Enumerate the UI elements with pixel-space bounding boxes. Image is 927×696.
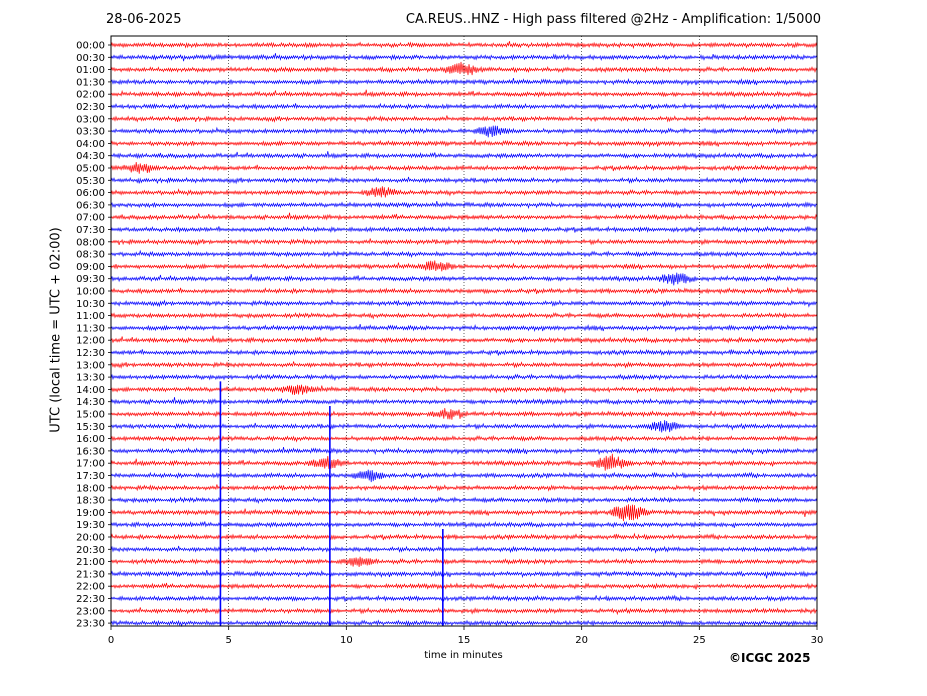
y-tick-label: 11:30 [76, 323, 105, 334]
y-tick-label: 10:00 [76, 287, 105, 298]
y-axis-label: UTC (local time = UTC + 02:00) [48, 227, 64, 433]
chart-title: CA.REUS..HNZ - High pass filtered @2Hz -… [405, 12, 821, 27]
x-tick-label: 20 [575, 635, 588, 646]
y-tick-label: 09:00 [76, 262, 105, 273]
y-tick-label: 11:00 [76, 311, 105, 322]
y-tick-label: 08:30 [76, 250, 105, 261]
y-tick-label: 07:30 [76, 225, 105, 236]
y-tick-label: 20:00 [76, 533, 105, 544]
y-tick-label: 19:00 [76, 508, 105, 519]
y-tick-label: 06:00 [76, 188, 105, 199]
y-tick-label: 19:30 [76, 520, 105, 531]
x-tick-label: 10 [340, 635, 353, 646]
y-tick-label: 13:30 [76, 373, 105, 384]
x-tick-label: 0 [108, 635, 114, 646]
trace-row [110, 570, 818, 579]
y-tick-label: 20:30 [76, 545, 105, 556]
y-tick-label: 05:00 [76, 164, 105, 175]
x-tick-label: 15 [458, 635, 471, 646]
trace-row [110, 407, 818, 420]
y-tick-label: 23:30 [76, 619, 105, 630]
trace-row [110, 504, 818, 522]
y-tick-label: 12:30 [76, 348, 105, 359]
trace-row [110, 434, 818, 443]
y-tick-label: 08:00 [76, 237, 105, 248]
y-tick-label: 01:30 [76, 77, 105, 88]
trace-row [110, 238, 818, 246]
trace-row [110, 496, 818, 505]
x-tick-label: 30 [811, 635, 824, 646]
trace-row [110, 272, 818, 286]
y-tick-label: 10:30 [76, 299, 105, 310]
y-tick-label: 00:00 [76, 41, 105, 52]
y-tick-label: 06:30 [76, 200, 105, 211]
trace-row [110, 286, 818, 295]
y-tick-label: 02:30 [76, 102, 105, 113]
y-tick-label: 13:00 [76, 360, 105, 371]
trace-row [110, 139, 818, 148]
trace-row [110, 260, 818, 272]
date-label: 28-06-2025 [106, 12, 182, 27]
trace-row [110, 225, 818, 234]
y-tick-label: 03:30 [76, 127, 105, 138]
y-tick-label: 00:30 [76, 53, 105, 64]
x-axis-label: time in minutes [0, 650, 927, 661]
y-tick-label: 22:00 [76, 582, 105, 593]
y-tick-label: 02:00 [76, 90, 105, 101]
y-tick-label: 09:30 [76, 274, 105, 285]
y-tick-label: 21:00 [76, 557, 105, 568]
y-tick-label: 01:00 [76, 65, 105, 76]
trace-row [110, 161, 818, 174]
y-tick-label: 04:30 [76, 151, 105, 162]
trace-row [110, 361, 818, 370]
y-tick-label: 16:30 [76, 446, 105, 457]
x-tick-label: 5 [225, 635, 231, 646]
y-tick-label: 15:30 [76, 422, 105, 433]
y-tick-label: 22:30 [76, 594, 105, 605]
grid-group [228, 36, 700, 626]
y-tick-label: 14:30 [76, 397, 105, 408]
y-tick-label: 04:00 [76, 139, 105, 150]
y-tick-label: 18:00 [76, 483, 105, 494]
y-tick-label: 05:30 [76, 176, 105, 187]
copyright-label: ©ICGC 2025 [729, 651, 811, 665]
y-tick-label: 07:00 [76, 213, 105, 224]
y-tick-label: 21:30 [76, 569, 105, 580]
x-axis-label-text: time in minutes [424, 650, 503, 661]
y-tick-label: 17:00 [76, 459, 105, 470]
y-tick-label: 17:30 [76, 471, 105, 482]
y-tick-label: 12:00 [76, 336, 105, 347]
x-tick-label: 25 [693, 635, 706, 646]
trace-row [110, 397, 818, 406]
y-tick-label: 03:00 [76, 114, 105, 125]
y-tick-label: 15:00 [76, 410, 105, 421]
y-tick-label: 16:00 [76, 434, 105, 445]
y-tick-label: 18:30 [76, 496, 105, 507]
y-tick-label: 23:00 [76, 606, 105, 617]
y-tick-label: 14:00 [76, 385, 105, 396]
